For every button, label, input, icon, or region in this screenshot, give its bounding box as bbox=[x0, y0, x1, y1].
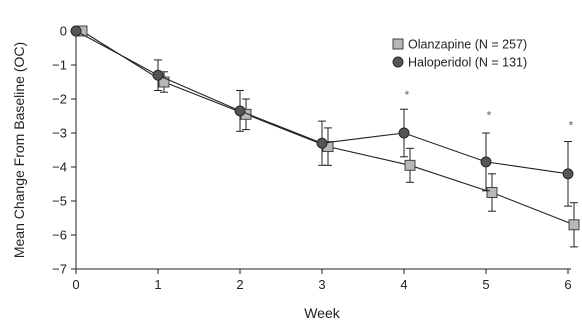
significance-marker: * bbox=[405, 88, 410, 102]
legend: Olanzapine (N = 257) Haloperidol (N = 131… bbox=[392, 38, 527, 70]
legend-label: Haloperidol (N = 131) bbox=[408, 56, 527, 70]
x-tick-label: 2 bbox=[236, 277, 243, 292]
significance-marker: * bbox=[487, 108, 492, 122]
series-olanzapine bbox=[76, 25, 580, 248]
y-tick-label: −4 bbox=[52, 160, 67, 175]
data-point bbox=[486, 187, 498, 198]
y-tick-label: −7 bbox=[52, 262, 67, 277]
data-point bbox=[158, 76, 170, 88]
data-point bbox=[480, 156, 492, 168]
x-tick-label: 1 bbox=[154, 277, 161, 292]
x-axis-label: Week bbox=[304, 305, 341, 321]
axes: 0 1 2 3 4 5 6 0 −1 −2 −3 −4 −5 −6 −7 Week Mean Change Fr… bbox=[11, 24, 572, 322]
plot-area: * * * bbox=[70, 25, 580, 248]
significance-marker: * bbox=[569, 119, 574, 133]
data-point bbox=[404, 159, 416, 171]
data-point bbox=[398, 127, 410, 139]
y-axis-label: Mean Change From Baseline (OC) bbox=[11, 42, 27, 258]
legend-marker-circle bbox=[392, 56, 404, 68]
data-point bbox=[234, 105, 246, 117]
y-tick-label: −6 bbox=[52, 228, 67, 243]
x-tick-label: 4 bbox=[400, 277, 407, 292]
legend-label: Olanzapine (N = 257) bbox=[408, 38, 527, 52]
legend-marker-square bbox=[392, 38, 404, 50]
x-tick-label: 3 bbox=[318, 277, 325, 292]
series-haloperidol bbox=[70, 25, 574, 207]
y-tick-label: −3 bbox=[52, 126, 67, 141]
y-tick-label: 0 bbox=[60, 24, 67, 39]
data-point bbox=[568, 219, 580, 231]
x-tick-label: 0 bbox=[72, 277, 79, 292]
y-tick-label: −5 bbox=[52, 194, 67, 209]
data-point bbox=[70, 25, 82, 37]
x-tick-label: 6 bbox=[564, 277, 571, 292]
y-tick-label: −1 bbox=[52, 58, 67, 73]
data-point bbox=[562, 168, 574, 180]
x-tick-label: 5 bbox=[482, 277, 489, 292]
data-point bbox=[316, 137, 328, 149]
y-tick-label: −2 bbox=[52, 92, 67, 107]
data-point bbox=[152, 69, 164, 81]
